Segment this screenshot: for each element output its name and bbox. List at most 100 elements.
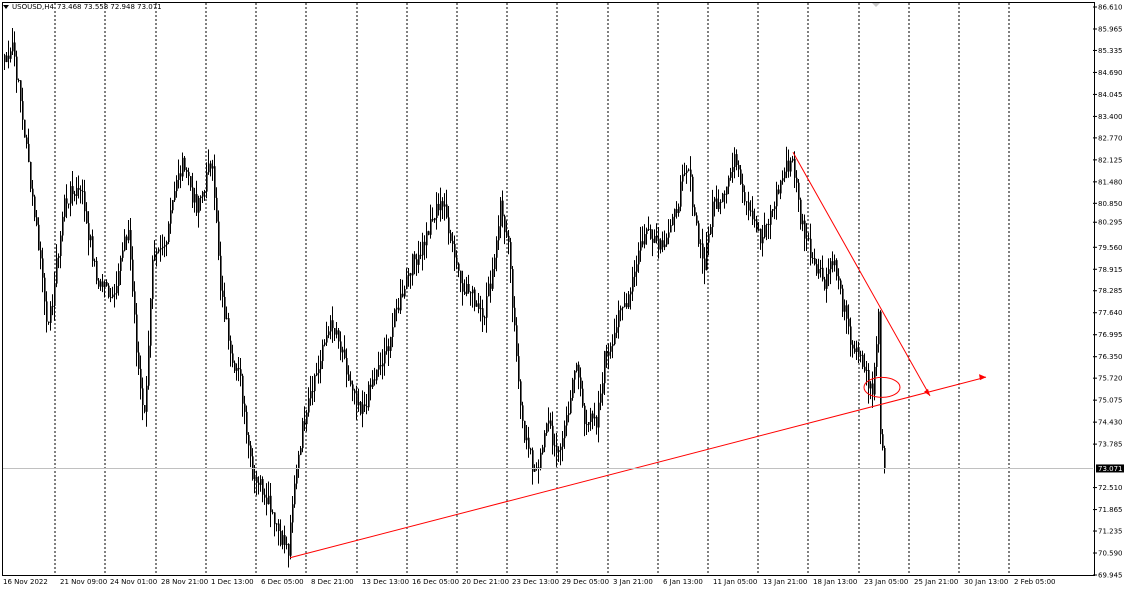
x-tick-label: 29 Dec 05:00 [562, 578, 609, 586]
candle [634, 260, 636, 287]
candle [10, 47, 12, 63]
candle [678, 203, 680, 217]
candle [262, 476, 264, 503]
candle [422, 232, 424, 271]
candle [608, 343, 610, 370]
candle [772, 209, 774, 218]
candle [140, 355, 142, 400]
candle [306, 409, 308, 432]
candle [486, 282, 488, 333]
candle [726, 186, 728, 204]
candle [798, 178, 800, 213]
annotations[interactable] [289, 151, 987, 559]
candle [228, 312, 230, 350]
y-tick-label: 86.610 [1098, 4, 1123, 12]
y-tick-label: 79.560 [1098, 244, 1123, 252]
candle [102, 273, 104, 293]
candle [6, 51, 8, 63]
candle [348, 365, 350, 382]
candle [372, 370, 374, 390]
y-tick-label: 72.510 [1098, 484, 1123, 492]
candle [398, 297, 400, 314]
candle [696, 212, 698, 226]
plot-border [2, 2, 1095, 576]
candle [434, 217, 436, 223]
candle [658, 226, 660, 259]
candle [108, 283, 110, 299]
candle [312, 376, 314, 406]
y-tick-label: 83.400 [1098, 113, 1123, 121]
candle [230, 335, 232, 367]
candle [60, 230, 62, 269]
y-tick-label: 82.770 [1098, 134, 1123, 142]
x-tick-label: 8 Dec 21:00 [311, 578, 354, 586]
breakdown-ellipse[interactable] [863, 376, 901, 398]
candle [378, 351, 380, 377]
candle [172, 200, 174, 214]
candle [576, 362, 578, 373]
x-tick-label: 30 Jan 13:00 [964, 578, 1008, 586]
candle [686, 165, 688, 184]
candle [614, 318, 616, 346]
candle [760, 228, 762, 250]
candle [548, 407, 550, 432]
candle [482, 299, 484, 332]
candle [180, 165, 182, 189]
candle [36, 209, 38, 227]
candle [212, 159, 214, 181]
candle [742, 173, 744, 204]
candle [826, 267, 828, 303]
candle [680, 175, 682, 212]
price-axis[interactable]: 86.610 85.965 85.335 84.690 84.045 83.400 82.7… [1093, 4, 1124, 580]
resistance-trendline[interactable] [792, 151, 931, 397]
candle [326, 321, 328, 346]
candle [64, 194, 66, 222]
candle [624, 291, 626, 308]
candle [152, 255, 154, 310]
chart-menu-triangle-icon[interactable] [3, 5, 9, 9]
candle [370, 378, 372, 401]
candle [862, 350, 864, 370]
candle [762, 224, 764, 257]
candle [734, 147, 736, 179]
candle [568, 401, 570, 423]
candle [400, 278, 402, 314]
candle [220, 241, 222, 301]
candle [144, 405, 146, 414]
candle [188, 167, 190, 186]
candle [800, 197, 802, 230]
candle [418, 240, 420, 274]
candle [264, 488, 266, 505]
candle [380, 352, 382, 376]
candle [202, 190, 204, 203]
candle [752, 196, 754, 226]
candle [474, 287, 476, 312]
candle [68, 203, 70, 209]
candle [744, 185, 746, 206]
candle [384, 337, 386, 376]
candle [216, 187, 218, 224]
shift-marker-icon[interactable] [872, 3, 880, 7]
candle [12, 27, 14, 56]
y-tick-label: 73.785 [1098, 441, 1123, 449]
candle [546, 422, 548, 436]
support-trendline[interactable] [289, 376, 987, 559]
candle [836, 258, 838, 281]
candle [512, 266, 514, 323]
y-tick-label: 85.965 [1098, 25, 1123, 33]
candle [508, 229, 510, 255]
time-axis[interactable]: 16 Nov 2022 21 Nov 09:00 24 Nov 01:00 28 No… [3, 578, 1055, 586]
candle [476, 300, 478, 307]
candle [44, 273, 46, 315]
candle [420, 241, 422, 260]
candle [644, 224, 646, 249]
candle [840, 278, 842, 295]
candle [204, 189, 206, 201]
candle [452, 231, 454, 253]
candle [684, 162, 686, 177]
candle [350, 371, 352, 387]
candle [850, 317, 852, 357]
candle [812, 252, 814, 264]
candle [92, 229, 94, 267]
